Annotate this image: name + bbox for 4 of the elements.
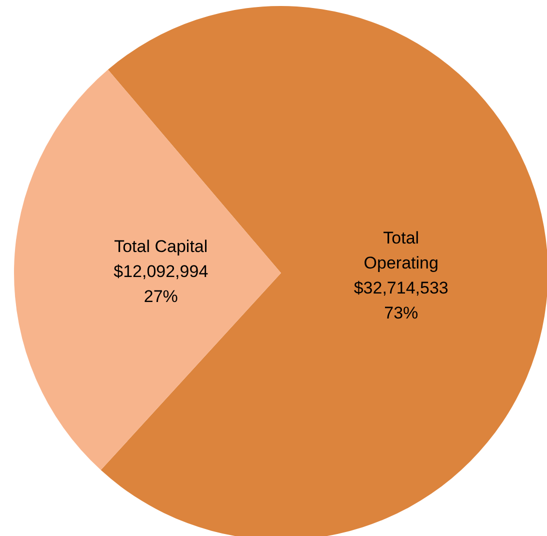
data-label: $12,092,994 27% bbox=[114, 262, 208, 306]
slice-label: Total Operating bbox=[364, 228, 438, 273]
slice-label: Total Capital bbox=[114, 236, 208, 256]
data-label: $32,714,533 73% bbox=[354, 278, 448, 323]
